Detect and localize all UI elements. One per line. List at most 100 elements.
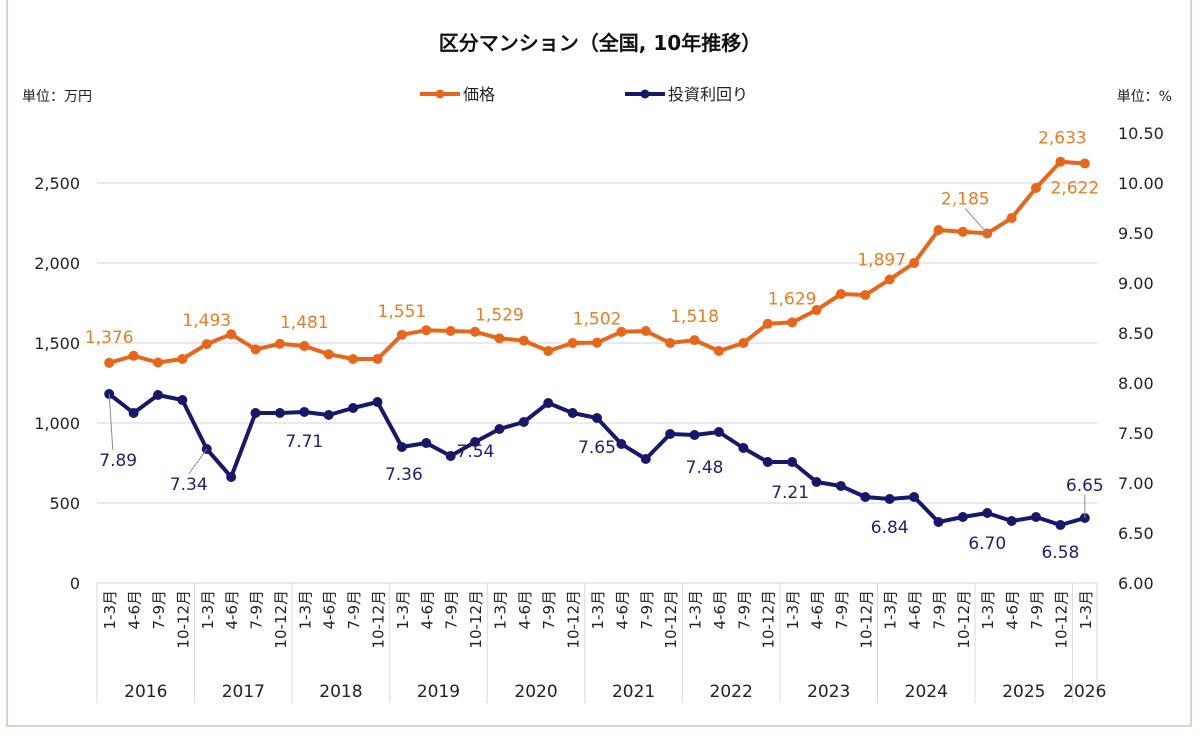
yield-point xyxy=(396,442,407,452)
price-data-label: 1,529 xyxy=(475,305,524,325)
yield-point xyxy=(713,427,724,437)
price-data-label: 1,551 xyxy=(378,302,427,322)
yield-point xyxy=(1055,520,1066,530)
price-point xyxy=(640,326,651,336)
x-tick-label: 4-6月 xyxy=(126,590,144,630)
x-tick-label: 1-3月 xyxy=(491,590,509,630)
price-point xyxy=(1006,213,1017,224)
price-point xyxy=(201,339,212,350)
yield-point xyxy=(811,477,822,487)
price-point xyxy=(713,346,724,356)
year-label: 2024 xyxy=(905,682,948,702)
price-point xyxy=(933,225,944,236)
x-tick-label: 4-6月 xyxy=(1004,590,1022,630)
price-point xyxy=(104,357,115,368)
yield-data-label: 7.21 xyxy=(771,483,809,503)
year-label: 2019 xyxy=(417,682,460,702)
year-label: 2020 xyxy=(514,682,557,702)
yield-point xyxy=(762,457,773,467)
x-tick-label: 1-3月 xyxy=(394,590,412,630)
price-point xyxy=(274,338,285,349)
x-tick-label: 7-9月 xyxy=(443,590,461,630)
x-tick-label: 1-3月 xyxy=(979,590,997,630)
price-point xyxy=(323,349,334,360)
price-point xyxy=(665,338,676,348)
x-tick-label: 1-3月 xyxy=(199,590,217,630)
right-tick-label: 9.50 xyxy=(1118,224,1154,243)
yield-point xyxy=(787,457,798,467)
price-point xyxy=(811,305,822,316)
x-tick-label: 7-9月 xyxy=(638,590,656,630)
price-line xyxy=(108,159,1085,365)
price-point xyxy=(592,337,602,348)
yield-point xyxy=(884,494,895,504)
yield-data-label: 6.65 xyxy=(1066,476,1104,496)
yield-point xyxy=(543,398,554,408)
year-label: 2025 xyxy=(1002,682,1045,702)
price-point xyxy=(860,290,871,300)
yield-point xyxy=(323,410,334,420)
yield-point xyxy=(250,408,261,418)
chart-title: 区分マンション（全国, 10年推移） xyxy=(439,31,761,55)
price-point xyxy=(689,335,700,346)
yield-data-label: 7.34 xyxy=(170,475,208,495)
right-tick-label: 7.50 xyxy=(1118,424,1154,443)
price-point xyxy=(1055,156,1066,167)
legend-yield-marker xyxy=(640,89,650,99)
yield-data-label: 6.70 xyxy=(968,534,1006,554)
right-tick-label: 10.50 xyxy=(1118,124,1164,143)
price-point xyxy=(128,350,139,361)
yield-point xyxy=(909,492,920,502)
price-point xyxy=(738,338,749,348)
yield-point xyxy=(152,390,163,400)
left-tick-label: 1,500 xyxy=(34,334,80,353)
price-point xyxy=(884,274,895,285)
price-point xyxy=(835,289,846,300)
year-label: 2017 xyxy=(222,682,265,702)
price-point xyxy=(396,329,407,340)
x-tick-label: 7-9月 xyxy=(833,590,851,630)
yield-data-label: 6.58 xyxy=(1041,543,1079,563)
yield-data-label: 7.89 xyxy=(99,451,137,471)
price-point xyxy=(348,354,359,364)
year-label: 2021 xyxy=(612,682,655,702)
price-point xyxy=(421,325,432,336)
left-tick-label: 2,500 xyxy=(34,174,80,193)
right-axis-unit: 単位：% xyxy=(1117,89,1172,105)
yield-point xyxy=(616,439,627,449)
price-point xyxy=(494,333,505,344)
price-point xyxy=(787,317,798,328)
left-tick-label: 0 xyxy=(70,574,80,593)
x-tick-label: 4-6月 xyxy=(711,590,729,630)
chart-frame xyxy=(6,0,1192,727)
yield-data-label: 7.54 xyxy=(457,442,495,462)
price-point xyxy=(762,318,773,329)
yield-point xyxy=(665,429,676,439)
right-tick-label: 7.00 xyxy=(1118,474,1154,493)
price-data-label: 2,622 xyxy=(1050,178,1099,198)
x-tick-label: 10-12月 xyxy=(467,590,485,649)
yield-point xyxy=(933,517,944,527)
x-tick-label: 10-12月 xyxy=(174,590,192,649)
x-tick-label: 1-3月 xyxy=(882,590,900,630)
price-point xyxy=(299,341,310,352)
x-tick-label: 1-3月 xyxy=(101,590,119,630)
price-data-label: 1,376 xyxy=(85,328,134,348)
x-tick-label: 7-9月 xyxy=(930,590,948,630)
yield-point xyxy=(299,407,310,417)
yield-point xyxy=(860,492,871,502)
price-point xyxy=(250,344,261,355)
x-tick-label: 4-6月 xyxy=(906,590,924,630)
price-point xyxy=(616,326,627,337)
yield-point xyxy=(274,408,285,418)
x-tick-label: 7-9月 xyxy=(150,590,168,630)
x-tick-label: 10-12月 xyxy=(662,590,680,649)
yield-point xyxy=(421,438,432,448)
yield-data-label: 7.71 xyxy=(285,432,323,452)
price-point xyxy=(1079,158,1090,169)
label-leader-line xyxy=(964,208,988,234)
x-tick-label: 10-12月 xyxy=(1052,590,1070,649)
legend-price-label: 価格 xyxy=(463,85,495,104)
yield-point xyxy=(738,443,749,453)
x-tick-label: 7-9月 xyxy=(540,590,558,630)
